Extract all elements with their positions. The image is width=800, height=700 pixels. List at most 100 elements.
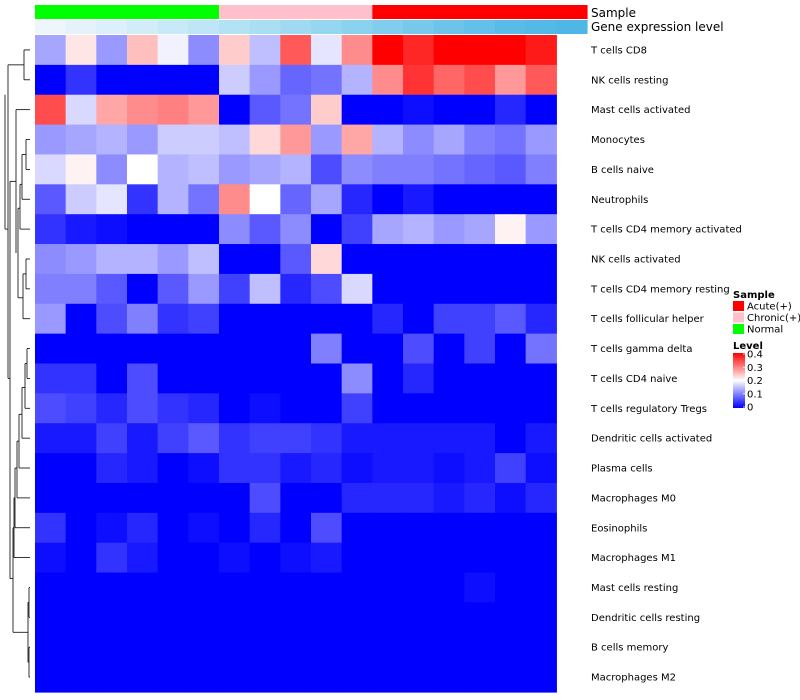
heatmap-cell [35, 393, 67, 424]
heatmap-cell [464, 363, 496, 394]
heatmap-cell [525, 512, 557, 544]
heatmap-cell [96, 333, 128, 365]
row-label: T cells CD4 naive [590, 374, 677, 385]
heatmap-cell [249, 662, 281, 693]
legend-sample-label: Normal [747, 325, 783, 336]
expression-track-cell [311, 20, 343, 34]
heatmap-cell [280, 244, 312, 275]
heatmap-cell [127, 512, 159, 544]
heatmap-cell [525, 542, 557, 574]
heatmap-cell [249, 154, 281, 185]
heatmap-cell [311, 662, 343, 693]
heatmap-cell [372, 94, 404, 126]
heatmap-cell [464, 482, 496, 514]
heatmap-cell [311, 64, 343, 96]
heatmap-cell [188, 214, 220, 245]
row-label: Dendritic cells resting [591, 613, 700, 624]
heatmap-cell [464, 214, 496, 245]
heatmap-cell [495, 512, 527, 544]
heatmap-cell [403, 333, 435, 365]
heatmap-cell [219, 184, 251, 215]
heatmap-cell [495, 184, 527, 215]
expression-track-cell [464, 20, 496, 34]
heatmap-cell [464, 184, 496, 215]
heatmap-cell [525, 482, 557, 514]
heatmap-cell [35, 363, 67, 394]
heatmap-cell [372, 423, 404, 454]
heatmap-cell [280, 124, 312, 156]
heatmap-cell [433, 512, 465, 544]
heatmap-cell [35, 333, 67, 365]
heatmap-cell [219, 662, 251, 693]
heatmap-cell [280, 64, 312, 96]
heatmap-cell [127, 363, 159, 394]
sample-track-cell [65, 5, 97, 19]
heatmap-cell [341, 512, 373, 544]
heatmap-cell [65, 184, 97, 215]
expression-track-label: Gene expression level [591, 20, 724, 34]
heatmap-cell [249, 94, 281, 126]
heatmap-cell [464, 124, 496, 156]
heatmap-cell [372, 154, 404, 185]
heatmap-cell [219, 423, 251, 454]
heatmap-cell [35, 632, 67, 663]
row-label: T cells CD4 memory activated [590, 225, 742, 236]
row-label: Mast cells resting [591, 583, 678, 594]
heatmap-cell [372, 512, 404, 544]
heatmap-cell [219, 542, 251, 574]
heatmap-cell [35, 423, 67, 454]
heatmap-cell [280, 453, 312, 484]
heatmap-cell [65, 124, 97, 156]
heatmap-cell [280, 363, 312, 394]
heatmap-cell [219, 94, 251, 126]
heatmap-cell [35, 273, 67, 305]
heatmap-cell [403, 94, 435, 126]
heatmap-cell [188, 64, 220, 96]
heatmap-cell [311, 393, 343, 424]
heatmap-cell [525, 393, 557, 424]
heatmap-cell [65, 35, 97, 66]
expression-track-cell [219, 20, 251, 34]
heatmap-cell [127, 453, 159, 484]
heatmap-cell [464, 632, 496, 663]
heatmap-cell [433, 154, 465, 185]
expression-track-cell [525, 20, 557, 34]
heatmap-cell [249, 124, 281, 156]
heatmap-cell [35, 184, 67, 215]
heatmap-cell [219, 35, 251, 66]
heatmap-cell [403, 303, 435, 335]
heatmap-cell [280, 542, 312, 574]
heatmap-cell [372, 333, 404, 365]
heatmap-cell [495, 542, 527, 574]
heatmap-cell [188, 423, 220, 454]
heatmap-cell [35, 244, 67, 275]
heatmap-cell [96, 214, 128, 245]
heatmap-cell [127, 423, 159, 454]
heatmap-cell [403, 542, 435, 574]
heatmap-cell [341, 184, 373, 215]
heatmap-cell [127, 124, 159, 156]
heatmap-cell [433, 64, 465, 96]
heatmap-cell [372, 244, 404, 275]
heatmap-cell [372, 572, 404, 604]
heatmap-cell [127, 184, 159, 215]
heatmap-cell [495, 602, 527, 633]
heatmap-cell [96, 154, 128, 185]
heatmap-cell [433, 482, 465, 514]
heatmap-cell [341, 602, 373, 633]
heatmap-cell [65, 244, 97, 275]
heatmap-cell [96, 512, 128, 544]
heatmap-cell [403, 64, 435, 96]
heatmap-cell [280, 602, 312, 633]
heatmap-cell [464, 35, 496, 66]
heatmap-cell [341, 333, 373, 365]
heatmap-cell [403, 35, 435, 66]
heatmap-cell [157, 64, 189, 96]
heatmap-cell [372, 393, 404, 424]
heatmap-cell [433, 303, 465, 335]
heatmap-cell [249, 602, 281, 633]
heatmap-cell [433, 572, 465, 604]
heatmap-cell [403, 363, 435, 394]
row-label: T cells regulatory Tregs [590, 404, 707, 415]
